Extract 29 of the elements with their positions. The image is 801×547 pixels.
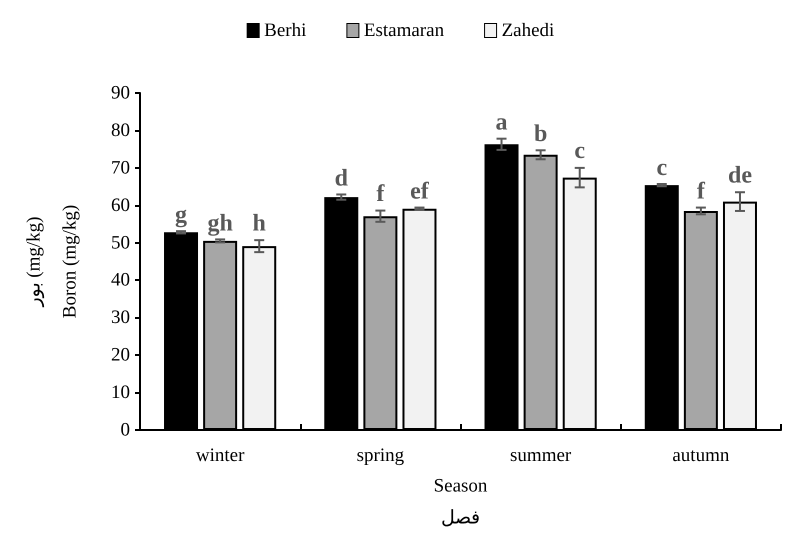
legend-label: Zahedi <box>502 20 554 41</box>
data-label: b <box>534 120 548 147</box>
y-tick-label: 60 <box>111 194 130 216</box>
x-tick-label: autumn <box>672 445 730 466</box>
y-tick-label: 80 <box>111 120 130 141</box>
data-label: ef <box>410 178 430 205</box>
y-tick-label: 40 <box>111 270 130 291</box>
data-label: f <box>696 178 706 204</box>
x-tick-label: spring <box>356 445 405 466</box>
y-tick-label: 30 <box>111 307 130 328</box>
data-label: f <box>376 181 386 208</box>
y-tick-label: 50 <box>111 232 130 254</box>
legend-label: Berhi <box>264 20 306 41</box>
data-label: g <box>175 202 188 228</box>
y-tick-label: 0 <box>120 420 130 440</box>
y-tick-label: 20 <box>111 344 130 366</box>
data-label: de <box>728 162 752 189</box>
data-label: gh <box>207 210 233 236</box>
x-tick-label: winter <box>196 445 246 466</box>
data-label: c <box>574 138 586 164</box>
data-label: h <box>252 210 266 237</box>
data-label: d <box>334 165 349 192</box>
legend-label: Estamaran <box>364 20 445 41</box>
x-tick-label: summer <box>510 445 572 466</box>
data-label: c <box>656 154 668 181</box>
y-tick-label: 70 <box>111 157 130 178</box>
data-label: a <box>496 109 508 136</box>
y-tick-label: 90 <box>111 82 130 104</box>
y-tick-label: 10 <box>111 382 130 404</box>
